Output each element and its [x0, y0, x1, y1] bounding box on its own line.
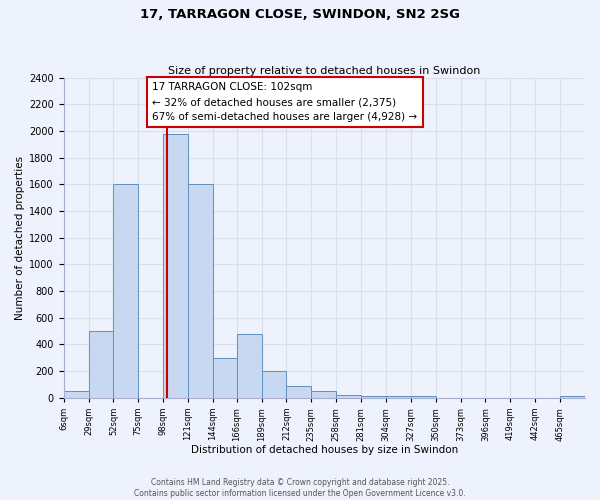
Title: Size of property relative to detached houses in Swindon: Size of property relative to detached ho…: [168, 66, 481, 76]
Bar: [336, 395, 361, 398]
Bar: [311, 391, 336, 398]
Bar: [286, 386, 311, 398]
Text: Contains HM Land Registry data © Crown copyright and database right 2025.
Contai: Contains HM Land Registry data © Crown c…: [134, 478, 466, 498]
Bar: [163, 134, 188, 398]
Y-axis label: Number of detached properties: Number of detached properties: [15, 156, 25, 320]
Bar: [89, 331, 113, 398]
Text: 17, TARRAGON CLOSE, SWINDON, SN2 2SG: 17, TARRAGON CLOSE, SWINDON, SN2 2SG: [140, 8, 460, 20]
Bar: [64, 391, 89, 398]
Text: 17 TARRAGON CLOSE: 102sqm
← 32% of detached houses are smaller (2,375)
67% of se: 17 TARRAGON CLOSE: 102sqm ← 32% of detac…: [152, 82, 418, 122]
Bar: [262, 371, 286, 398]
Bar: [386, 396, 411, 398]
X-axis label: Distribution of detached houses by size in Swindon: Distribution of detached houses by size …: [191, 445, 458, 455]
Bar: [560, 396, 585, 398]
Bar: [237, 334, 262, 398]
Bar: [361, 396, 386, 398]
Bar: [188, 184, 213, 398]
Bar: [411, 396, 436, 398]
Bar: [113, 184, 138, 398]
Bar: [213, 358, 237, 398]
